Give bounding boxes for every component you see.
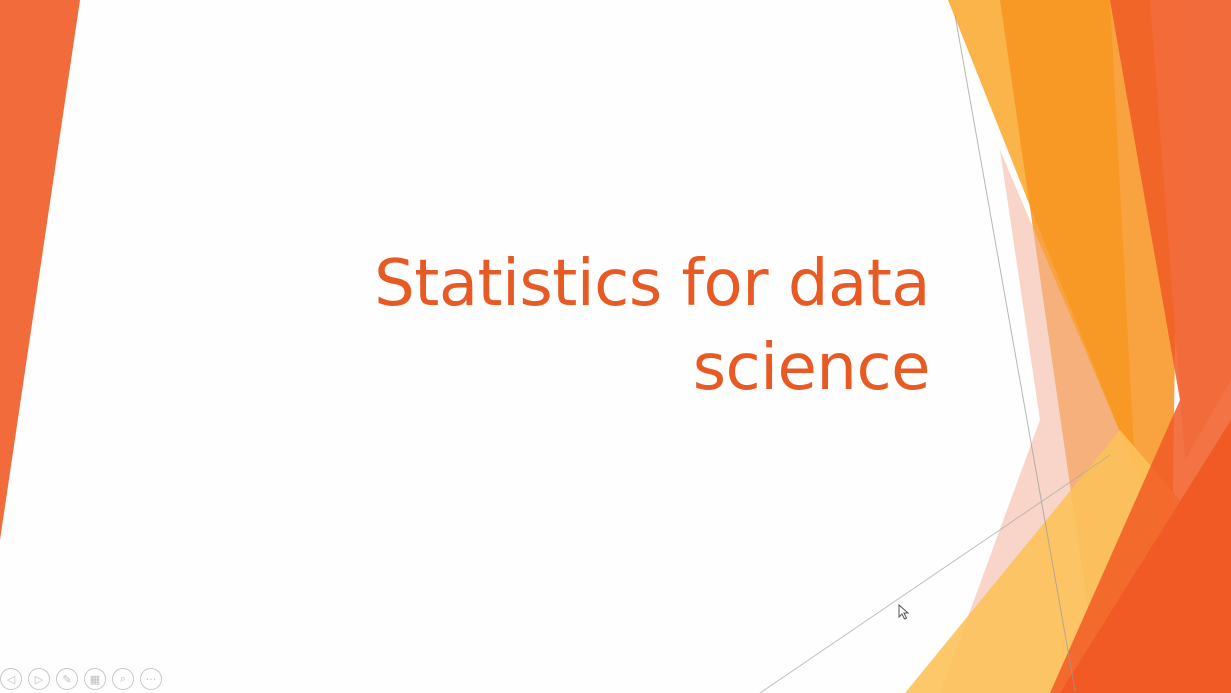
previous-icon[interactable]: ◁: [0, 668, 22, 690]
title-line-2: science: [692, 331, 931, 405]
slideshow-controls: ◁ ▷ ✎ ▦ ⌕ ···: [0, 668, 162, 693]
pen-icon[interactable]: ✎: [56, 668, 78, 690]
thin-line-diagonal: [954, 14, 1076, 691]
title-line-1: Statistics for data: [374, 247, 930, 321]
mouse-cursor-icon: [898, 604, 910, 620]
more-icon[interactable]: ···: [140, 668, 162, 690]
left-orange-band: [0, 0, 80, 540]
zoom-icon[interactable]: ⌕: [112, 668, 134, 690]
bottom-right-orange: [1060, 420, 1231, 693]
slides-grid-icon[interactable]: ▦: [84, 668, 106, 690]
slide-title: Statistics for data science: [300, 242, 930, 410]
next-icon[interactable]: ▷: [28, 668, 50, 690]
thin-line-lower: [759, 454, 1111, 693]
right-edge-orange-panel: [1150, 0, 1231, 460]
